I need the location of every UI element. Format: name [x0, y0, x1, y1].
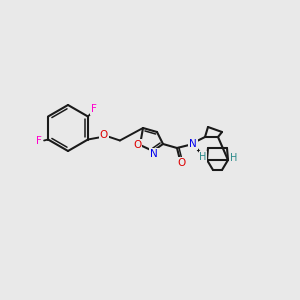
Text: H: H — [199, 152, 207, 162]
Text: O: O — [133, 140, 141, 150]
Text: F: F — [36, 136, 42, 146]
Text: H: H — [230, 153, 238, 163]
Text: N: N — [189, 139, 197, 149]
Text: O: O — [178, 158, 186, 168]
Text: N: N — [150, 149, 158, 159]
Text: F: F — [91, 104, 97, 115]
Text: O: O — [100, 130, 108, 140]
